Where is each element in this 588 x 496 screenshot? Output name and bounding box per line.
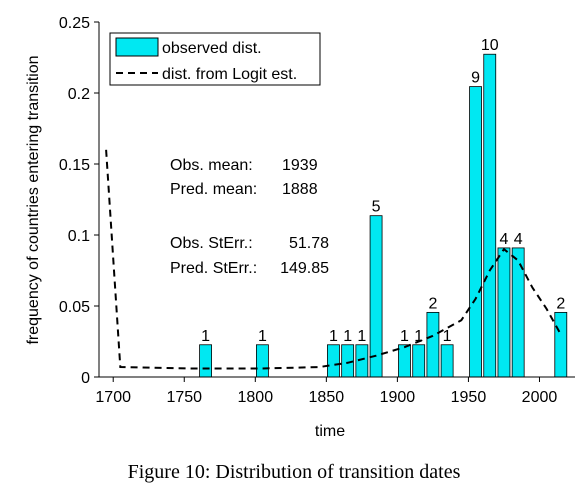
bar — [554, 311, 568, 378]
annotation-value: 149.85 — [280, 260, 329, 277]
bar — [369, 215, 383, 378]
annotation-value: 1939 — [282, 157, 318, 174]
x-tick-label: 2000 — [522, 389, 558, 406]
fit-line — [105, 149, 562, 370]
x-axis-label: time — [315, 423, 345, 440]
y-tick-label: 0.15 — [59, 157, 90, 174]
legend-label: dist. from Logit est. — [162, 66, 297, 83]
bar-count-label: 1 — [343, 328, 352, 345]
bar-count-label: 2 — [556, 295, 565, 312]
annotation-value: 51.78 — [289, 235, 329, 252]
y-tick-label: 0.1 — [68, 228, 90, 245]
bar-count-label: 4 — [500, 231, 509, 248]
bar-count-label: 1 — [400, 328, 409, 345]
x-tick-label: 1800 — [238, 389, 274, 406]
annotation-value: 1888 — [282, 181, 318, 198]
bar-count-label: 1 — [258, 328, 267, 345]
bar — [483, 53, 497, 378]
annotation-label: Pred. mean: — [170, 181, 257, 198]
y-axis-label: frequency of countries entering transiti… — [25, 55, 42, 344]
bar-count-label: 9 — [471, 70, 480, 87]
bar-count-label: 1 — [357, 328, 366, 345]
legend-box — [109, 32, 321, 86]
x-tick-label: 1750 — [166, 389, 202, 406]
bar — [440, 344, 454, 378]
bar — [469, 86, 482, 378]
y-tick-label: 0.05 — [59, 299, 90, 316]
bar-count-label: 1 — [443, 328, 452, 345]
x-tick-label: 1700 — [95, 389, 131, 406]
bar — [355, 344, 369, 378]
y-tick-label: 0.25 — [59, 15, 90, 32]
annotation-label: Obs. StErr.: — [170, 235, 253, 252]
bar-count-label: 10 — [481, 37, 499, 54]
bar — [199, 344, 212, 378]
bar-count-label: 1 — [201, 328, 210, 345]
bar-count-label: 4 — [514, 231, 523, 248]
bar — [398, 344, 411, 378]
bar-count-label: 2 — [428, 295, 437, 312]
x-tick-label: 1900 — [380, 389, 416, 406]
bar-count-label: 1 — [414, 328, 423, 345]
x-tick-label: 1950 — [451, 389, 487, 406]
bar — [327, 344, 340, 378]
annotation-label: Obs. mean: — [170, 157, 253, 174]
bar — [497, 247, 511, 378]
y-tick-label: 0.2 — [68, 86, 90, 103]
bar — [426, 311, 440, 378]
y-tick-label: 0 — [81, 370, 90, 387]
bar-count-label: 5 — [372, 199, 381, 216]
legend-swatch — [115, 37, 159, 57]
bar — [256, 344, 269, 378]
bar-count-label: 1 — [329, 328, 338, 345]
bar — [412, 344, 426, 378]
x-tick-label: 1850 — [309, 389, 345, 406]
legend-label: observed dist. — [162, 40, 262, 57]
annotation-label: Pred. StErr.: — [170, 260, 257, 277]
caption: Figure 10: Distribution of transition da… — [128, 461, 461, 483]
